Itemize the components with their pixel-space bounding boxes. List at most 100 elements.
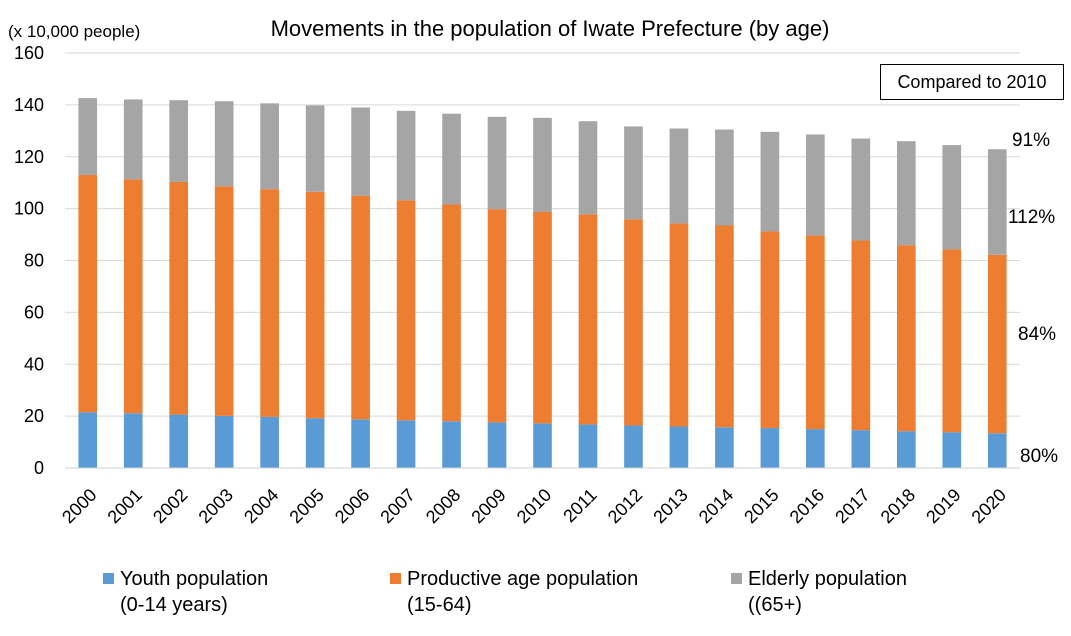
bar-elderly-2005 (305, 105, 325, 192)
y-tick-label: 140 (14, 95, 44, 115)
bar-youth-2013 (669, 426, 689, 468)
bar-youth-2016 (806, 429, 825, 468)
x-tick-label: 2006 (331, 485, 373, 527)
bar-elderly-2012 (624, 126, 643, 220)
x-tick-label: 2017 (831, 485, 873, 527)
x-tick-label: 2013 (649, 485, 691, 527)
y-tick-label: 20 (24, 406, 44, 426)
bar-productive-2009 (487, 209, 507, 423)
bar-elderly-2010 (533, 117, 552, 212)
bar-youth-2020 (987, 433, 1007, 468)
bar-elderly-2008 (442, 113, 461, 205)
x-tick-label: 2012 (604, 485, 646, 527)
y-tick-label: 0 (34, 458, 44, 478)
compared-to-2010-box: Compared to 2010 (880, 64, 1064, 100)
bar-elderly-2017 (851, 138, 871, 241)
x-tick-label: 2019 (922, 485, 964, 527)
bar-youth-2012 (624, 425, 643, 468)
bar-elderly-2019 (942, 145, 962, 250)
bar-elderly-2014 (715, 129, 734, 226)
legend-item-youth: Youth population (0-14 years) (103, 566, 268, 618)
bar-youth-2005 (305, 418, 325, 468)
bar-productive-2001 (123, 179, 143, 414)
pct-label-productive: 84% (1018, 324, 1056, 345)
chart-title: Movements in the population of Iwate Pre… (271, 16, 830, 41)
legend-sublabel-youth: (0-14 years) (120, 594, 228, 616)
bar-youth-2010 (533, 423, 552, 468)
bar-productive-2004 (260, 189, 279, 417)
bar-youth-2017 (851, 430, 871, 468)
bar-youth-2006 (351, 419, 370, 468)
x-tick-label: 2002 (149, 485, 191, 527)
bar-productive-2013 (669, 223, 689, 427)
bar-youth-2007 (396, 420, 416, 468)
bar-productive-2015 (760, 231, 780, 429)
x-tick-label: 2001 (104, 485, 146, 527)
legend-swatch-youth (103, 573, 114, 584)
bar-youth-2001 (123, 413, 143, 468)
bar-productive-2016 (806, 235, 825, 430)
bar-elderly-2011 (578, 121, 598, 215)
legend-label-productive: Productive age population (407, 568, 639, 590)
bar-youth-2003 (214, 415, 234, 468)
x-axis-ticks: 2000 2001 2002 2003 2004 2005 2006 2007 2008 2009… (58, 485, 1010, 527)
bar-productive-2018 (896, 245, 916, 432)
bar-productive-2017 (851, 240, 871, 431)
pct-label-youth: 80% (1020, 446, 1058, 467)
bar-youth-2018 (896, 431, 916, 468)
bar-elderly-2013 (669, 128, 689, 224)
bar-productive-2006 (351, 195, 370, 420)
bar-productive-2012 (624, 219, 643, 426)
x-tick-label: 2007 (376, 485, 418, 527)
legend-sublabel-elderly: ((65+) (748, 594, 802, 616)
bar-youth-2002 (169, 414, 189, 468)
x-tick-label: 2014 (695, 485, 737, 527)
bar-productive-2019 (942, 249, 962, 433)
x-tick-label: 2011 (559, 485, 601, 527)
bar-elderly-2009 (487, 116, 507, 210)
x-tick-label: 2003 (195, 485, 237, 527)
bar-youth-2004 (260, 416, 279, 468)
bar-elderly-2018 (896, 141, 916, 246)
x-tick-label: 2016 (786, 485, 828, 527)
y-tick-label: 40 (24, 354, 44, 374)
y-tick-label: 120 (14, 147, 44, 167)
bar-productive-2002 (169, 181, 189, 415)
legend-swatch-elderly (731, 573, 742, 584)
bar-elderly-2016 (806, 134, 825, 236)
bar-youth-2015 (760, 428, 780, 468)
bar-elderly-2003 (214, 101, 234, 187)
bar-elderly-2006 (351, 107, 370, 196)
bar-productive-2000 (78, 174, 98, 413)
bar-elderly-2002 (169, 100, 189, 182)
x-tick-label: 2005 (285, 485, 327, 527)
bar-productive-2008 (442, 204, 461, 422)
pct-label-elderly: 91% (1012, 130, 1050, 151)
bar-elderly-2020 (987, 149, 1007, 255)
bar-youth-2000 (78, 412, 98, 468)
y-tick-label: 60 (24, 302, 44, 322)
bar-productive-2011 (578, 214, 598, 425)
y-axis-ticks: 0 20 40 60 80 100 120 140 160 (14, 43, 44, 478)
x-tick-label: 2015 (740, 485, 782, 527)
bar-elderly-2004 (260, 103, 279, 190)
bar-elderly-2001 (123, 99, 143, 180)
bar-youth-2019 (942, 432, 962, 468)
legend-item-productive: Productive age population (15-64) (390, 566, 638, 618)
x-tick-label: 2008 (422, 485, 464, 527)
legend-item-elderly: Elderly population ((65+) (731, 566, 907, 618)
bar-productive-2010 (533, 211, 552, 424)
legend-label-youth: Youth population (120, 568, 269, 590)
bar-youth-2008 (442, 421, 461, 468)
y-tick-label: 80 (24, 251, 44, 271)
bar-elderly-2000 (78, 98, 98, 175)
bar-elderly-2007 (396, 110, 416, 201)
pct-label-elderly-change: 112% (1008, 207, 1055, 228)
bar-youth-2009 (487, 422, 507, 468)
x-tick-label: 2000 (58, 485, 100, 527)
x-tick-label: 2010 (513, 485, 555, 527)
y-tick-label: 160 (14, 43, 44, 63)
legend-swatch-productive (390, 573, 401, 584)
legend-label-elderly: Elderly population (748, 568, 907, 590)
